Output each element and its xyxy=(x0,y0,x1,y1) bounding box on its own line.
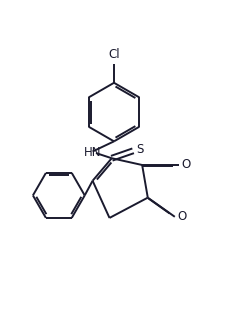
Text: S: S xyxy=(136,143,143,156)
Text: O: O xyxy=(176,210,185,223)
Text: HN: HN xyxy=(83,146,101,159)
Text: O: O xyxy=(181,158,190,172)
Text: Cl: Cl xyxy=(108,49,119,61)
